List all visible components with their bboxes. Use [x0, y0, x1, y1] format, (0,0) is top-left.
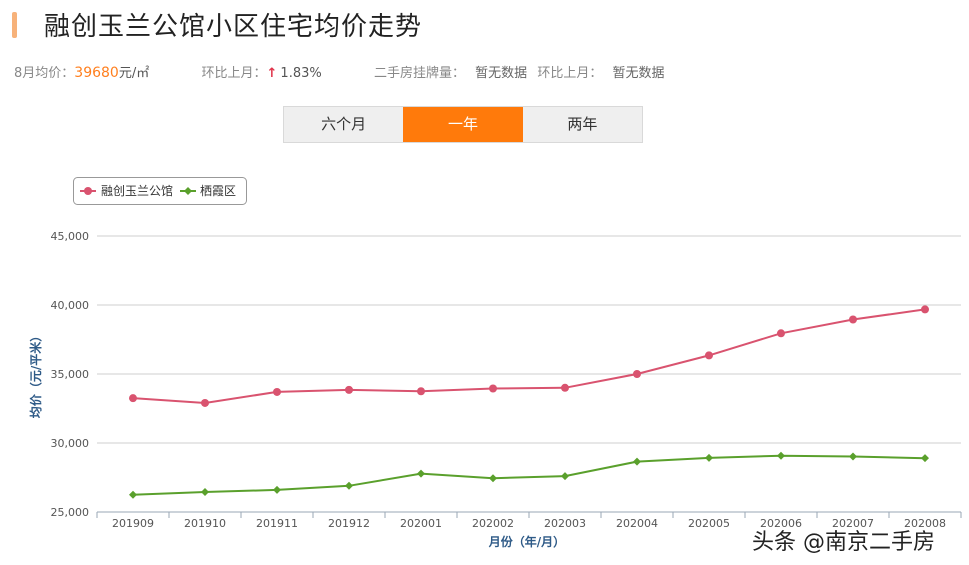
- legend-marker: [184, 187, 192, 195]
- watermark: 头条 @南京二手房: [752, 530, 935, 555]
- legend-label: 融创玉兰公馆: [101, 183, 173, 198]
- x-tick-label: 201912: [328, 517, 370, 530]
- legend-box: [73, 177, 247, 205]
- data-point: [345, 481, 353, 490]
- data-point: [345, 385, 353, 394]
- x-axis-title: 月份（年/月）: [488, 534, 565, 549]
- tab-six-months[interactable]: 六个月: [321, 115, 367, 133]
- mom-label: 环比上月：: [201, 66, 267, 81]
- y-tick-label: 40,000: [51, 299, 90, 312]
- data-point: [273, 387, 281, 396]
- y-tick-label: 45,000: [51, 230, 90, 243]
- x-tick-label: 202006: [760, 517, 802, 530]
- price-stats: 8月均价：39680元/㎡ 环比上月：↑ 1.83% 二手房挂牌量： 暂无数据 环…: [14, 62, 665, 81]
- data-point: [417, 469, 425, 478]
- page-title: 融创玉兰公馆小区住宅均价走势: [44, 12, 423, 42]
- x-tick-label: 201911: [256, 517, 298, 530]
- data-point: [849, 315, 857, 324]
- x-tick-label: 202008: [904, 517, 946, 530]
- data-point: [777, 451, 785, 460]
- listings-mom-label: 环比上月：: [537, 66, 603, 81]
- data-point: [561, 472, 569, 481]
- data-point: [201, 398, 209, 407]
- listings-value: 暂无数据: [475, 66, 528, 81]
- x-tick-label: 202005: [688, 517, 730, 530]
- series-line-2: [132, 454, 926, 496]
- tab-one-year[interactable]: 一年: [403, 107, 523, 142]
- data-point: [273, 485, 281, 494]
- data-point: [777, 329, 785, 338]
- x-tick-label: 202007: [832, 517, 874, 530]
- data-point: [705, 351, 713, 360]
- x-tick-label: 201910: [184, 517, 226, 530]
- x-tick-label: 202002: [472, 517, 514, 530]
- x-tick-label: 202001: [400, 517, 442, 530]
- data-point: [561, 383, 569, 392]
- data-point: [129, 394, 137, 403]
- data-point: [921, 305, 929, 314]
- y-tick-label: 25,000: [51, 506, 90, 519]
- data-point: [417, 387, 425, 396]
- up-arrow-icon: ↑: [266, 66, 278, 81]
- legend: 融创玉兰公馆 栖霞区: [73, 177, 247, 205]
- data-point: [129, 490, 137, 499]
- legend-label: 栖霞区: [200, 183, 236, 198]
- data-point: [489, 384, 497, 393]
- data-point: [705, 453, 713, 462]
- x-tick-label: 201909: [112, 517, 154, 530]
- mom-value: 1.83%: [280, 66, 322, 81]
- legend-marker: [84, 187, 92, 195]
- listings-mom-value: 暂无数据: [612, 66, 665, 81]
- y-axis-title: 均价（元/平米）: [28, 330, 43, 418]
- data-point: [849, 452, 857, 461]
- tab-two-years[interactable]: 两年: [567, 115, 598, 133]
- month-price-label: 8月均价：: [14, 66, 75, 81]
- range-tab-group: 六个月 一年 两年: [283, 106, 643, 143]
- y-tick-label: 35,000: [51, 368, 90, 381]
- series-line-1: [132, 308, 926, 405]
- x-tick-label: 202003: [544, 517, 586, 530]
- x-tick-label: 202004: [616, 517, 658, 530]
- price-unit: 元/㎡: [118, 66, 150, 81]
- data-point: [633, 457, 641, 466]
- month-price-value: 39680: [74, 65, 119, 81]
- title-accent-bar: [12, 12, 17, 38]
- listings-label: 二手房挂牌量：: [374, 66, 466, 81]
- data-point: [201, 487, 209, 496]
- y-tick-label: 30,000: [51, 437, 90, 450]
- data-point: [633, 370, 641, 378]
- data-point: [921, 454, 929, 463]
- data-point: [489, 474, 497, 483]
